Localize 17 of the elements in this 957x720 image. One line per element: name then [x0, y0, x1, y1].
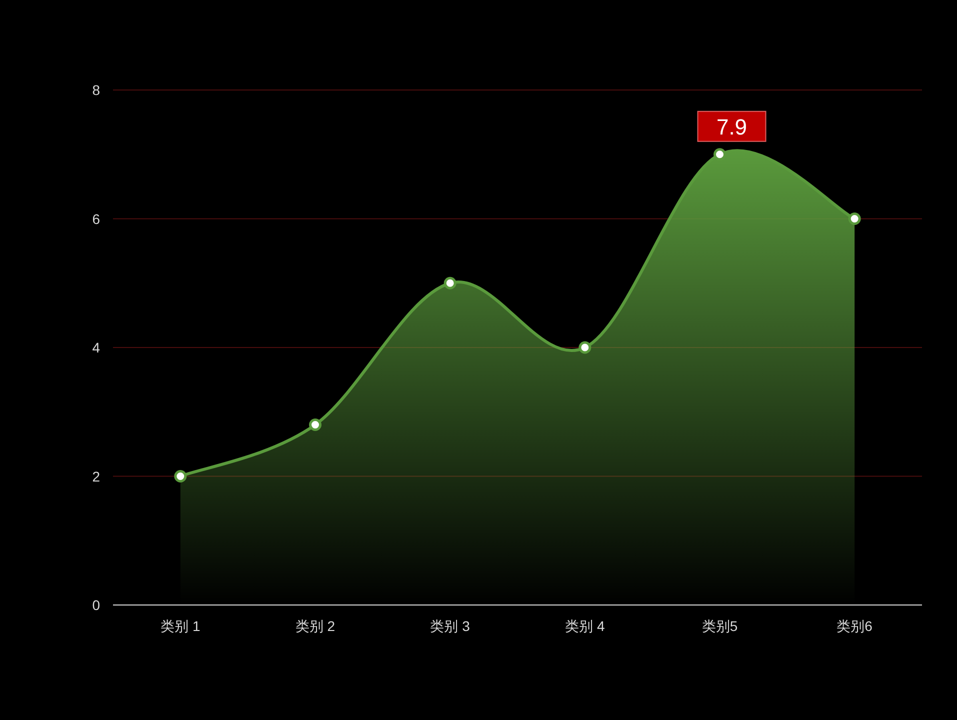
x-tick-label: 类别 1 [160, 618, 200, 634]
x-tick-label: 类别5 [702, 618, 738, 634]
annotation: 7.9 [716, 114, 748, 140]
x-tick-label: 类别 4 [565, 618, 605, 634]
point [578, 341, 592, 354]
x-tick-label: 类别6 [836, 618, 873, 634]
point [444, 276, 456, 290]
point [174, 470, 187, 482]
y-tick-label: 2 [92, 468, 100, 484]
x-tick-label: 类别 3 [430, 618, 470, 634]
y-tick-label: 4 [92, 340, 100, 356]
y-tick-label: 8 [92, 82, 100, 98]
point [848, 212, 861, 225]
y-tick-label: 6 [92, 210, 100, 227]
x-tick-label: 类别 2 [295, 618, 336, 634]
y-tick-label: 0 [92, 597, 100, 613]
point [309, 418, 322, 431]
